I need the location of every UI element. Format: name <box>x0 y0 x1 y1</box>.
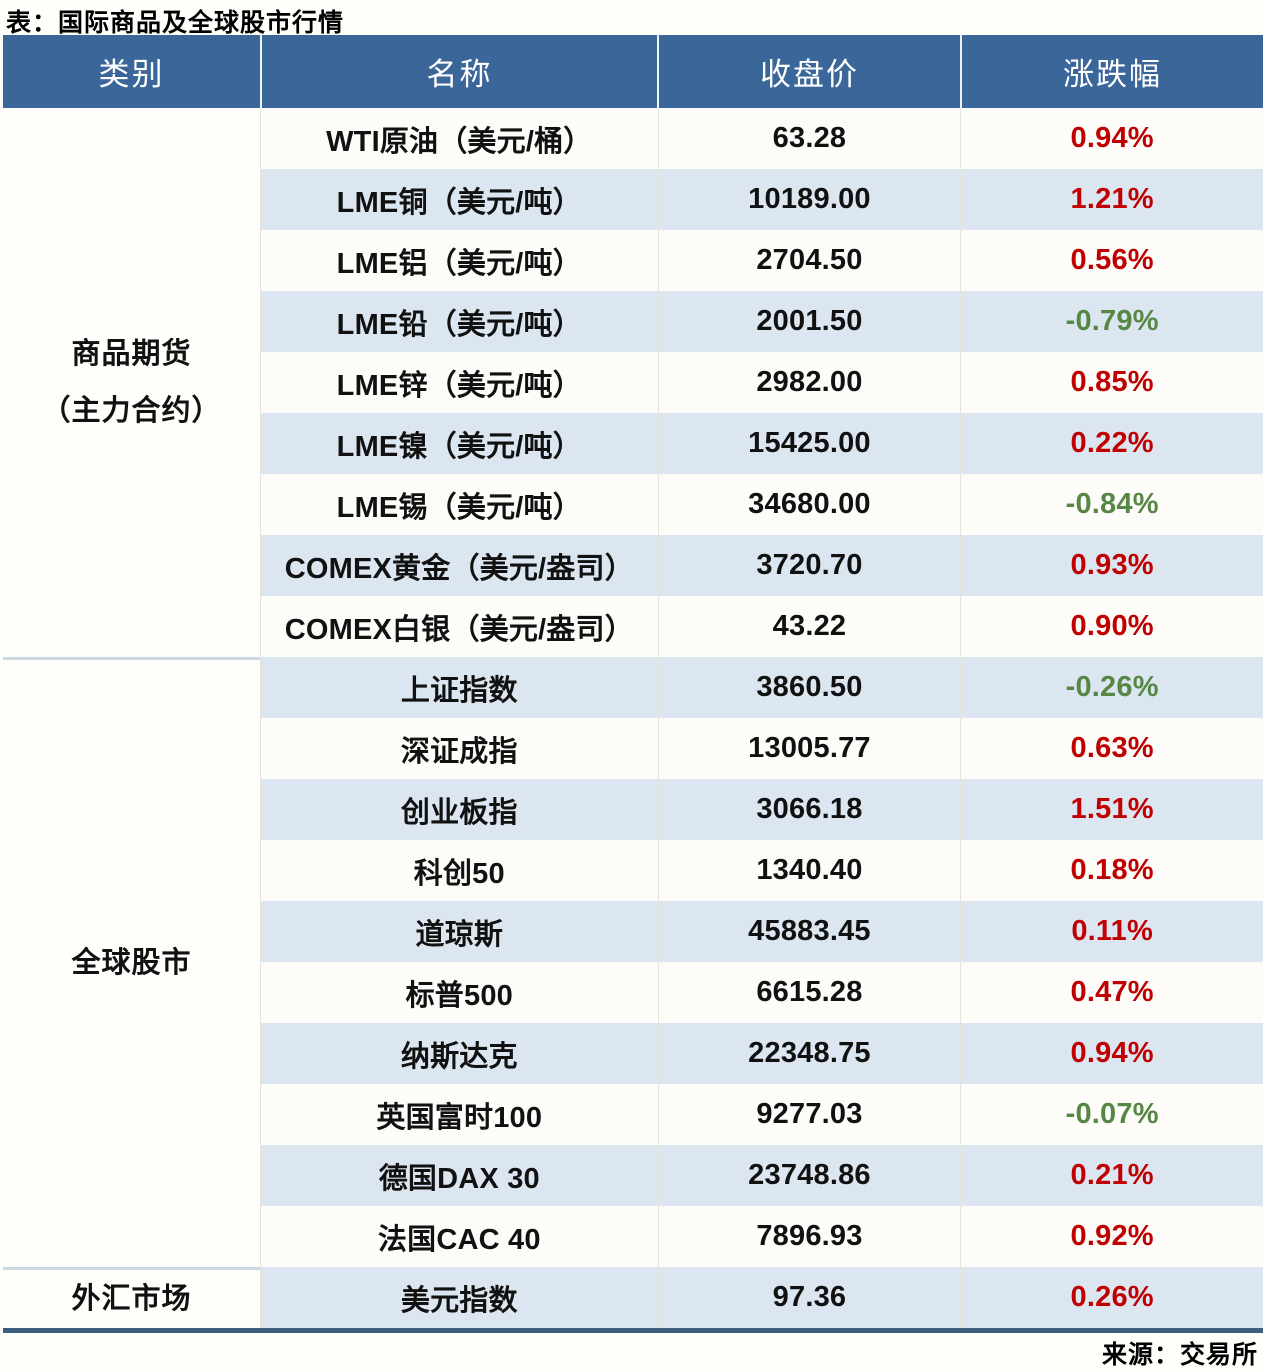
table-row: 英国富时100 9277.03 -0.07% <box>261 1084 1263 1145</box>
row-change-pct: 1.51% <box>960 779 1263 840</box>
row-name: 深证成指 <box>400 735 518 768</box>
row-name: 法国CAC 40 <box>377 1223 541 1256</box>
table-row: LME铜（美元/吨） 10189.00 1.21% <box>261 169 1263 230</box>
row-close-price: 34680.00 <box>657 474 961 535</box>
row-change-pct: 0.92% <box>960 1206 1263 1267</box>
row-change-pct: 0.63% <box>960 718 1263 779</box>
row-change-pct: 0.47% <box>960 962 1263 1023</box>
row-close-price: 3860.50 <box>657 657 961 718</box>
row-name: LME铝（美元/吨） <box>336 247 582 280</box>
category-cell-commodity-futures: 商品期货 （主力合约） <box>3 108 260 657</box>
table-body: 商品期货 （主力合约） 全球股市 外汇市场 WTI原油（美元/桶） 63.28 0.… <box>3 108 1263 1328</box>
table-row: 道琼斯 45883.45 0.11% <box>261 901 1263 962</box>
row-name: 创业板指 <box>400 796 518 829</box>
table-row: LME铅（美元/吨） 2001.50 -0.79% <box>261 291 1263 352</box>
row-close-price: 2704.50 <box>657 230 961 291</box>
table-row: LME镍（美元/吨） 15425.00 0.22% <box>261 413 1263 474</box>
row-change-pct: 0.56% <box>960 230 1263 291</box>
row-name: 科创50 <box>413 857 505 890</box>
row-name: LME铅（美元/吨） <box>336 308 582 341</box>
row-change-pct: 0.94% <box>960 1023 1263 1084</box>
header-category: 类别 <box>98 57 165 92</box>
row-name: 英国富时100 <box>376 1101 543 1134</box>
row-change-pct: 0.26% <box>960 1267 1263 1328</box>
table-row: COMEX白银（美元/盎司） 43.22 0.90% <box>261 596 1263 657</box>
row-change-pct: 1.21% <box>960 169 1263 230</box>
row-name: 德国DAX 30 <box>378 1162 540 1195</box>
row-change-pct: -0.26% <box>960 657 1263 718</box>
source-note: 来源：交易所 <box>1101 1340 1258 1369</box>
data-rows-container: WTI原油（美元/桶） 63.28 0.94% LME铜（美元/吨） 10189.00 1… <box>260 108 1263 1328</box>
category-label-line: 全球股市 <box>71 947 192 980</box>
category-label-line: （主力合约） <box>41 394 222 427</box>
category-column: 商品期货 （主力合约） 全球股市 外汇市场 <box>3 108 260 1328</box>
header-change-pct: 涨跌幅 <box>960 35 1263 108</box>
row-change-pct: 0.22% <box>960 413 1263 474</box>
row-name: COMEX白银（美元/盎司） <box>284 613 634 646</box>
table-row: 标普500 6615.28 0.47% <box>261 962 1263 1023</box>
table-row: LME锌（美元/吨） 2982.00 0.85% <box>261 352 1263 413</box>
table-row: 深证成指 13005.77 0.63% <box>261 718 1263 779</box>
row-name: LME锌（美元/吨） <box>336 369 582 402</box>
row-close-price: 97.36 <box>657 1267 961 1328</box>
row-close-price: 43.22 <box>657 596 961 657</box>
row-change-pct: -0.79% <box>960 291 1263 352</box>
row-close-price: 23748.86 <box>657 1145 961 1206</box>
table-row: COMEX黄金（美元/盎司） 3720.70 0.93% <box>261 535 1263 596</box>
row-close-price: 2001.50 <box>657 291 961 352</box>
row-close-price: 9277.03 <box>657 1084 961 1145</box>
market-table: 类别 名称 收盘价 涨跌幅 商品期货 （主力合约） 全球股市 外汇市场 WTI原… <box>3 35 1263 1333</box>
row-close-price: 3066.18 <box>657 779 961 840</box>
category-label-line: 商品期货 <box>71 337 192 370</box>
row-name: 道琼斯 <box>415 918 504 951</box>
row-close-price: 10189.00 <box>657 169 961 230</box>
row-change-pct: 0.90% <box>960 596 1263 657</box>
row-change-pct: 0.85% <box>960 352 1263 413</box>
row-name: LME铜（美元/吨） <box>336 186 582 219</box>
row-close-price: 45883.45 <box>657 901 961 962</box>
table-row: 创业板指 3066.18 1.51% <box>261 779 1263 840</box>
row-close-price: 6615.28 <box>657 962 961 1023</box>
table-row: 法国CAC 40 7896.93 0.92% <box>261 1206 1263 1267</box>
row-change-pct: 0.18% <box>960 840 1263 901</box>
table-title: 表：国际商品及全球股市行情 <box>6 9 345 37</box>
row-name: COMEX黄金（美元/盎司） <box>284 552 634 585</box>
category-cell-global-stocks: 全球股市 <box>3 657 260 1267</box>
row-close-price: 2982.00 <box>657 352 961 413</box>
row-close-price: 1340.40 <box>657 840 961 901</box>
table-row: 纳斯达克 22348.75 0.94% <box>261 1023 1263 1084</box>
table-row: 德国DAX 30 23748.86 0.21% <box>261 1145 1263 1206</box>
row-change-pct: 0.94% <box>960 108 1263 169</box>
row-close-price: 13005.77 <box>657 718 961 779</box>
row-change-pct: -0.07% <box>960 1084 1263 1145</box>
row-name: 上证指数 <box>400 674 518 707</box>
table-row: 上证指数 3860.50 -0.26% <box>261 657 1263 718</box>
row-change-pct: 0.11% <box>960 901 1263 962</box>
row-change-pct: 0.93% <box>960 535 1263 596</box>
table-row: LME锡（美元/吨） 34680.00 -0.84% <box>261 474 1263 535</box>
category-label-line: 外汇市场 <box>71 1282 192 1315</box>
table-header-row: 类别 名称 收盘价 涨跌幅 <box>3 35 1263 108</box>
header-name: 名称 <box>260 35 657 108</box>
row-close-price: 22348.75 <box>657 1023 961 1084</box>
table-row: LME铝（美元/吨） 2704.50 0.56% <box>261 230 1263 291</box>
row-name: LME锡（美元/吨） <box>336 491 582 524</box>
row-change-pct: 0.21% <box>960 1145 1263 1206</box>
row-name: LME镍（美元/吨） <box>336 430 582 463</box>
table-row: WTI原油（美元/桶） 63.28 0.94% <box>261 108 1263 169</box>
category-cell-forex: 外汇市场 <box>3 1267 260 1328</box>
header-close-price: 收盘价 <box>657 35 960 108</box>
row-name: 标普500 <box>405 979 513 1012</box>
row-close-price: 15425.00 <box>657 413 961 474</box>
row-name: 纳斯达克 <box>400 1040 518 1073</box>
row-close-price: 63.28 <box>657 108 961 169</box>
table-row: 科创50 1340.40 0.18% <box>261 840 1263 901</box>
row-name: 美元指数 <box>400 1284 518 1317</box>
table-row: 美元指数 97.36 0.26% <box>261 1267 1263 1328</box>
row-change-pct: -0.84% <box>960 474 1263 535</box>
row-close-price: 7896.93 <box>657 1206 961 1267</box>
row-close-price: 3720.70 <box>657 535 961 596</box>
row-name: WTI原油（美元/桶） <box>326 125 593 158</box>
